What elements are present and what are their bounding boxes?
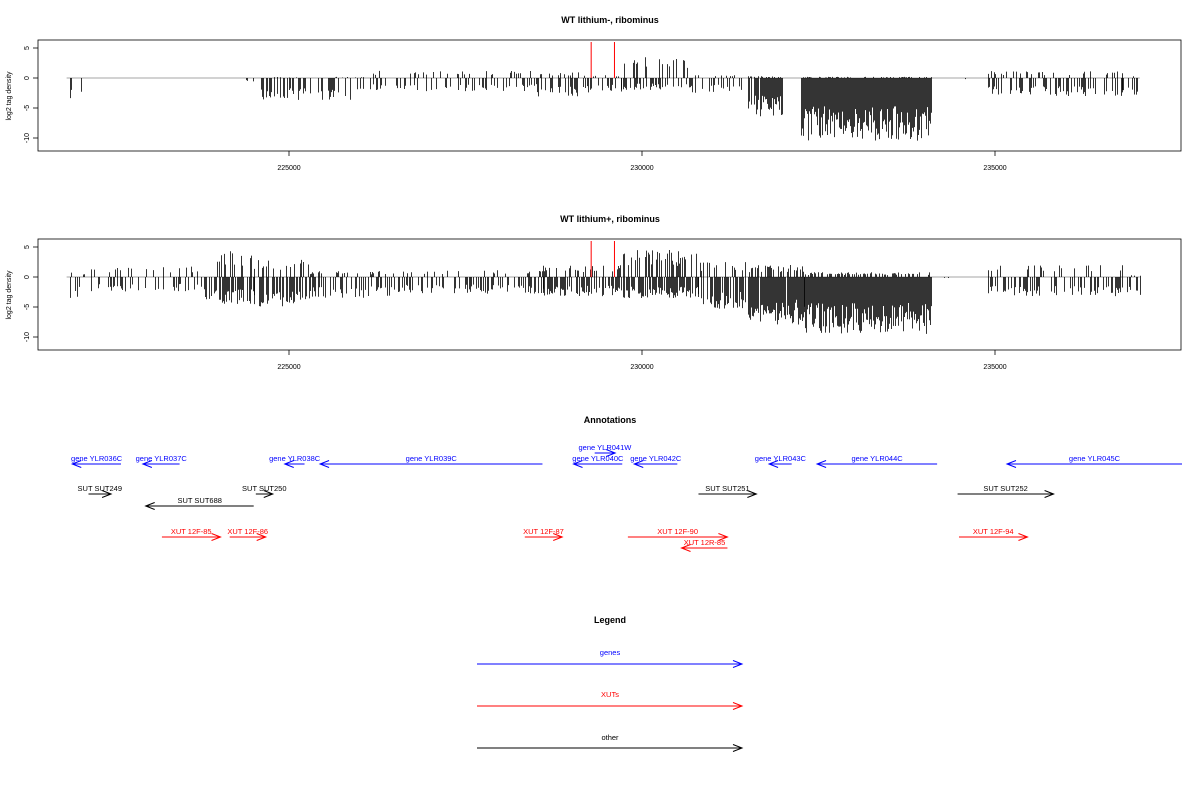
x-tick-label: 235000 <box>983 364 1006 371</box>
annotation-label: XUT 12F-94 <box>973 527 1014 536</box>
annotation-arrow <box>318 460 543 468</box>
annotation-arrow <box>524 533 564 541</box>
y-tick-label: 0 <box>24 275 31 279</box>
x-tick-label: 235000 <box>983 165 1006 172</box>
annotation-label: SUT SUT249 <box>78 484 122 493</box>
annotation-tracks: gene YLR036C gene YLR037C gene YLR038C gene… <box>70 443 1182 552</box>
annotation-label: XUT 12F-85 <box>171 527 212 536</box>
annotation-arrow <box>767 460 792 468</box>
y-tick-label: 5 <box>24 245 31 249</box>
y-axis-label: log2 tag density <box>6 71 13 121</box>
legend-title: Legend <box>594 615 626 625</box>
annotations-title: Annotations <box>584 415 637 425</box>
y-tick-label: 5 <box>24 46 31 50</box>
legend: genes XUTs other <box>477 648 744 752</box>
annotation-arrow <box>594 449 617 457</box>
x-tick-label: 230000 <box>630 364 653 371</box>
annotation-label: XUT 12F-90 <box>657 527 698 536</box>
axis-ticks: 5 0 -5 -10 225000 230000 235000 <box>24 245 1007 371</box>
panel-wt-lithium-minus: WT lithium-, ribominus log2 tag density … <box>6 15 1182 172</box>
annotation-label: gene YLR036C <box>71 454 123 463</box>
panel-title: WT lithium+, ribominus <box>560 214 660 224</box>
annotation-label: XUT 12F-86 <box>227 527 268 536</box>
annotation-arrow <box>627 533 729 541</box>
annotation-arrow <box>1005 460 1182 468</box>
legend-arrow <box>477 660 744 668</box>
annotation-arrow <box>958 533 1029 541</box>
legend-label-genes: genes <box>600 648 621 657</box>
annotation-label: gene YLR044C <box>852 454 904 463</box>
y-tick-label: -5 <box>24 105 31 111</box>
legend-label-xuts: XUTs <box>601 690 619 699</box>
y-tick-label: -10 <box>24 133 31 143</box>
x-tick-label: 230000 <box>630 165 653 172</box>
density-bars <box>66 241 1141 334</box>
annotation-arrow <box>141 460 180 468</box>
annotation-label: SUT SUT688 <box>177 496 221 505</box>
annotation-arrow <box>957 490 1055 498</box>
y-tick-label: -10 <box>24 332 31 342</box>
annotation-label: gene YLR038C <box>269 454 321 463</box>
x-tick-label: 225000 <box>277 165 300 172</box>
plot-frame <box>37 39 1182 152</box>
annotation-arrow <box>815 460 938 468</box>
annotation-label: gene YLR043C <box>755 454 807 463</box>
legend-label-other: other <box>601 733 619 742</box>
annotation-label: gene YLR039C <box>406 454 458 463</box>
legend-arrow <box>477 744 744 752</box>
annotation-arrow <box>144 502 254 510</box>
annotation-label: SUT SUT252 <box>983 484 1027 493</box>
annotation-arrow <box>680 544 728 552</box>
annotation-label: gene YLR045C <box>1069 454 1121 463</box>
annotation-label: gene YLR040C <box>572 454 624 463</box>
annotation-label: gene YLR037C <box>136 454 188 463</box>
legend-arrow <box>477 702 744 710</box>
x-tick-label: 225000 <box>277 364 300 371</box>
annotation-arrow <box>698 490 758 498</box>
annotation-arrow <box>88 490 113 498</box>
annotation-arrow <box>632 460 678 468</box>
plot-frame <box>37 238 1182 351</box>
annotation-arrow <box>255 490 275 498</box>
annotation-arrow <box>161 533 222 541</box>
annotation-arrow <box>70 460 121 468</box>
annotation-label: XUT 12F-87 <box>523 527 564 536</box>
density-bars <box>66 42 1140 141</box>
y-axis-label: log2 tag density <box>6 270 13 320</box>
annotation-label: XUT 12R-85 <box>684 538 726 547</box>
annotation-arrow <box>283 460 305 468</box>
annotation-arrow <box>229 533 268 541</box>
y-tick-label: -5 <box>24 304 31 310</box>
panel-title: WT lithium-, ribominus <box>561 15 659 25</box>
y-tick-label: 0 <box>24 76 31 80</box>
annotation-arrow <box>572 460 623 468</box>
axis-ticks: 5 0 -5 -10 225000 230000 235000 <box>24 46 1007 172</box>
panel-wt-lithium-plus: WT lithium+, ribominus log2 tag density … <box>6 214 1182 371</box>
annotation-label: SUT SUT250 <box>242 484 286 493</box>
annotation-label: gene YLR042C <box>630 454 682 463</box>
annotation-label: gene YLR041W <box>579 443 633 452</box>
annotation-label: SUT SUT251 <box>705 484 749 493</box>
